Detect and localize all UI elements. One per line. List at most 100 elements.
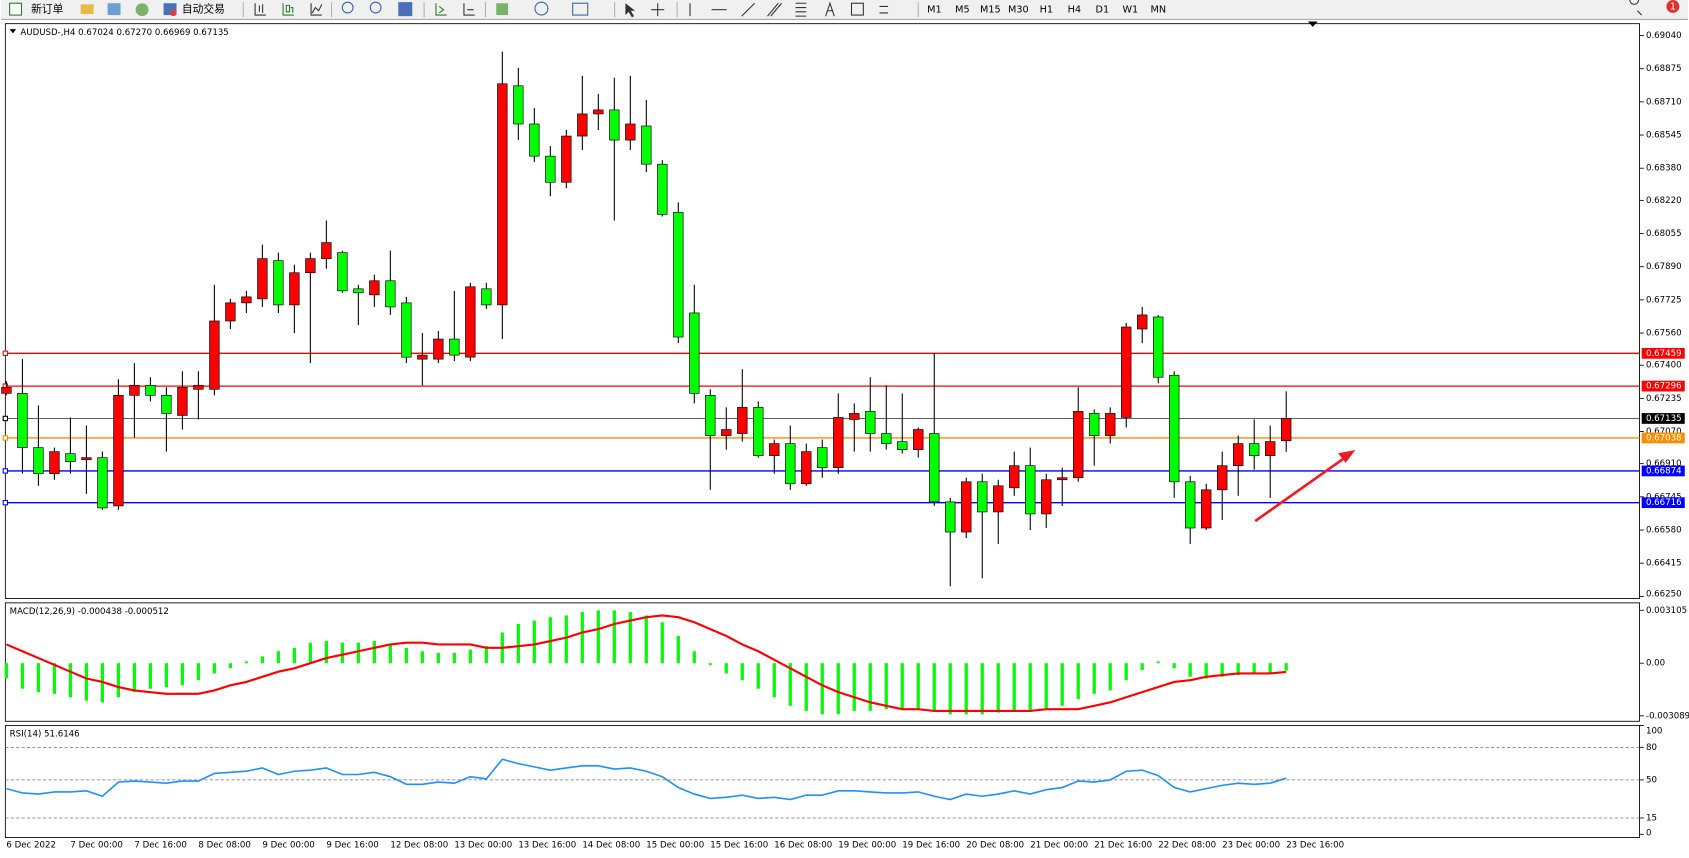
autoscroll-icon[interactable] — [435, 3, 447, 16]
auto-trading-button[interactable]: 自动交易 — [182, 3, 225, 16]
tool-icon[interactable] — [107, 3, 121, 16]
timeframe-button[interactable]: H1 — [1040, 5, 1053, 16]
x-tick-label: 21 Dec 16:00 — [1094, 841, 1152, 851]
candle-body — [545, 155, 556, 183]
x-tick-label: 9 Dec 00:00 — [262, 841, 314, 851]
auto-trading-icon[interactable] — [163, 3, 177, 16]
shift-icon[interactable] — [463, 3, 475, 16]
text-icon[interactable] — [825, 1, 835, 17]
tool-icon[interactable] — [80, 4, 94, 14]
plots: AUDUSD-,H4 0.67024 0.67270 0.66969 0.671… — [1, 28, 1689, 851]
y-tick-label: 100 — [1646, 726, 1662, 736]
candle-body — [33, 447, 44, 475]
y-tick-label: 0.68220 — [1646, 196, 1682, 206]
crosshair-icon[interactable] — [651, 3, 665, 17]
tile-icon[interactable] — [398, 2, 413, 17]
level-handle — [2, 415, 9, 422]
candle-body — [913, 429, 924, 450]
candle-body — [1137, 314, 1148, 330]
candle-body — [737, 407, 748, 434]
candle-body — [625, 123, 636, 141]
label-icon[interactable] — [850, 2, 864, 16]
line-chart-icon[interactable] — [310, 3, 323, 16]
y-tick-label: 0.68710 — [1646, 97, 1682, 107]
channel-icon[interactable] — [767, 2, 782, 17]
timeframe-button[interactable]: M5 — [955, 5, 970, 16]
candle-body — [1201, 489, 1212, 529]
annotation-arrow — [1254, 455, 1348, 523]
timeframe-button[interactable]: M1 — [927, 5, 942, 16]
candle-body — [1, 386, 12, 394]
tool-icon[interactable] — [135, 3, 149, 17]
candle-chart-icon[interactable] — [282, 3, 294, 16]
y-tick-label: 0.68545 — [1646, 131, 1682, 141]
zoom-in-icon[interactable] — [341, 1, 354, 14]
y-tick-label: 0.68055 — [1646, 229, 1682, 239]
arrows-icon[interactable] — [879, 5, 889, 14]
candle-body — [721, 429, 732, 436]
timeframe-button[interactable]: MN — [1151, 5, 1167, 16]
timeframe-bar: M1 M5 M15 M30 H1 H4 D1 W1 MN — [927, 5, 1166, 16]
candle-body — [817, 447, 828, 469]
candle-body — [257, 258, 268, 300]
bar-chart-icon[interactable] — [254, 3, 266, 16]
timeframe-button[interactable]: W1 — [1122, 5, 1138, 16]
candle-body — [369, 280, 380, 296]
level-handle — [2, 435, 9, 441]
cursor-icon[interactable] — [625, 3, 636, 18]
candle-body — [385, 280, 396, 308]
periods-icon[interactable] — [534, 1, 549, 16]
fibo-icon[interactable] — [795, 2, 807, 17]
candle-body — [225, 302, 236, 322]
timeframe-button[interactable]: H4 — [1068, 5, 1081, 16]
search-icon[interactable] — [1629, 0, 1643, 16]
new-order-icon[interactable] — [9, 2, 23, 16]
candle-body — [977, 481, 988, 513]
timeframe-button[interactable]: M30 — [1008, 5, 1029, 16]
timeframe-button[interactable]: D1 — [1096, 5, 1110, 16]
candle-body — [673, 212, 684, 338]
candle-body — [1281, 418, 1292, 442]
indicators-icon[interactable] — [496, 3, 509, 16]
y-tick-label: 80 — [1646, 743, 1657, 753]
candle-body — [273, 260, 284, 306]
candle-body — [753, 407, 764, 456]
level-label: 0.67135 — [1646, 414, 1682, 424]
candle-body — [17, 393, 28, 448]
candle-body — [577, 113, 588, 137]
x-tick-label: 21 Dec 00:00 — [1030, 841, 1088, 851]
y-tick-label: -0.003089 — [1646, 711, 1689, 721]
candle-body — [561, 135, 572, 183]
y-tick-label: 0.66580 — [1646, 526, 1682, 536]
level-label: 0.66874 — [1646, 466, 1682, 476]
candle-body — [769, 443, 780, 456]
level-label: 0.67459 — [1646, 349, 1682, 359]
x-tick-label: 15 Dec 16:00 — [710, 841, 768, 851]
templates-icon[interactable] — [572, 2, 589, 16]
auto-trading-stop — [170, 9, 177, 17]
candle-body — [785, 443, 796, 485]
rsi-panel — [4, 725, 1640, 838]
candle-body — [177, 386, 188, 416]
candle-body — [593, 109, 604, 115]
x-tick-label: 13 Dec 00:00 — [454, 841, 512, 851]
panel-title: AUDUSD-,H4 0.67024 0.67270 0.66969 0.671… — [20, 28, 228, 38]
candle-body — [961, 481, 972, 533]
zoom-out-icon[interactable] — [369, 1, 382, 14]
candle-body — [417, 354, 428, 360]
candle-body — [1121, 326, 1132, 418]
trendline-icon[interactable] — [741, 2, 755, 17]
x-tick-label: 22 Dec 08:00 — [1158, 841, 1216, 851]
candle-body — [305, 258, 316, 274]
level-label-bg — [1641, 413, 1685, 424]
new-order-button[interactable]: 新订单 — [31, 3, 64, 16]
candle-body — [145, 384, 156, 396]
panel-title: RSI(14) 51.6146 — [10, 730, 80, 740]
y-tick-label: 0.67400 — [1646, 361, 1682, 371]
candle-body — [193, 384, 204, 390]
y-tick-label: 0.00 — [1646, 659, 1665, 669]
timeframe-button[interactable]: M15 — [980, 5, 1001, 16]
notification-badge[interactable] — [1666, 0, 1680, 13]
candle-body — [1217, 465, 1228, 491]
x-tick-label: 8 Dec 08:00 — [198, 841, 250, 851]
